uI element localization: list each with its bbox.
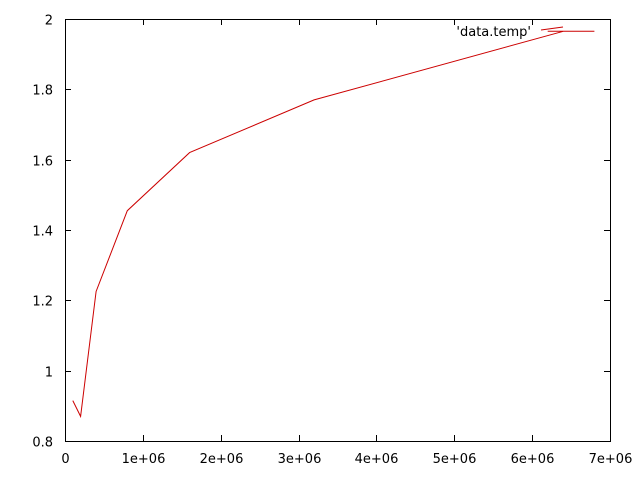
y-tick-label: 0.8 [32, 436, 53, 451]
y-tick-label: 2 [45, 14, 53, 29]
legend-label: 'data.temp' [456, 25, 531, 40]
y-tick-label: 1 [45, 366, 53, 381]
y-tick-label: 1.4 [32, 225, 53, 240]
legend: 'data.temp' [456, 25, 564, 40]
series-layer [72, 30, 595, 419]
series-line [72, 30, 595, 419]
y-tick-label: 1.2 [32, 295, 53, 310]
x-tick-label: 4e+06 [355, 452, 399, 467]
y-tick-label: 1.6 [32, 155, 53, 170]
x-tick-label: 3e+06 [278, 452, 322, 467]
x-axis-ticks: 0 1e+06 2e+06 3e+06 4e+06 5e+06 6e+06 7e+06 [61, 19, 632, 467]
x-tick-label: 0 [61, 452, 69, 467]
legend-swatch [540, 26, 564, 31]
y-tick-label: 1.8 [32, 84, 53, 99]
x-tick-label: 2e+06 [200, 452, 244, 467]
y-axis-ticks: 0.8 1 1.2 1.4 1.6 1.8 2 [32, 14, 610, 451]
x-tick-label: 6e+06 [511, 452, 555, 467]
x-tick-label: 1e+06 [122, 452, 166, 467]
x-tick-label: 7e+06 [589, 452, 633, 467]
x-tick-label: 5e+06 [433, 452, 477, 467]
plot-frame [65, 19, 611, 442]
